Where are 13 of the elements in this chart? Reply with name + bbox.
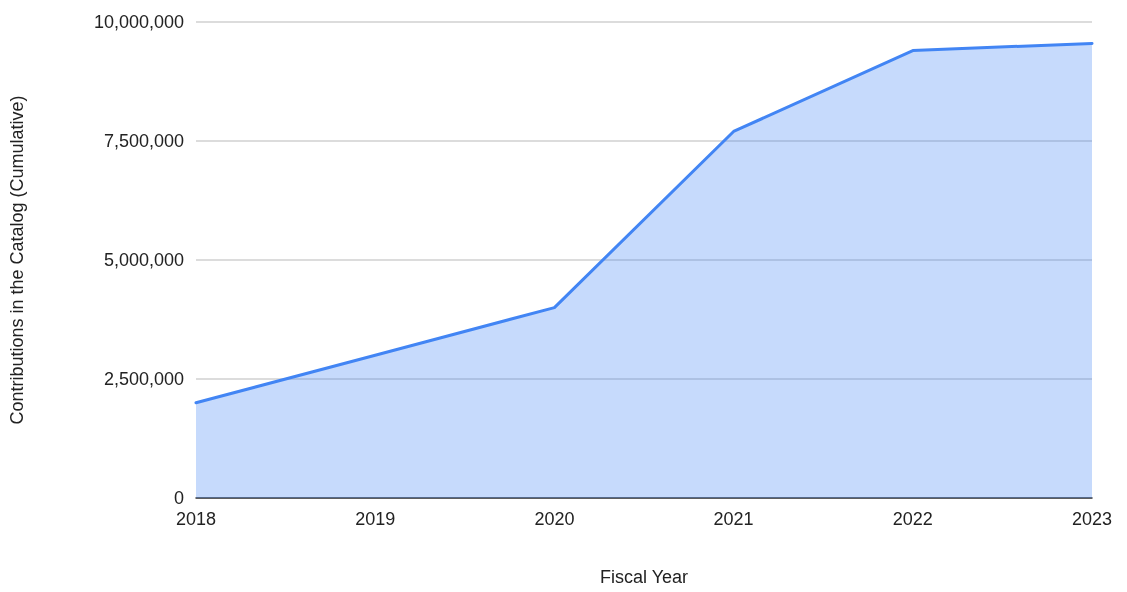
y-tick-label: 5,000,000: [103, 250, 184, 270]
y-axis-title: Contributions in the Catalog (Cumulative): [7, 95, 27, 425]
y-tick-label: 2,500,000: [103, 369, 184, 389]
x-tick-label: 2020: [534, 509, 575, 529]
y-tick-label: 7,500,000: [103, 131, 184, 151]
x-tick-label: 2018: [175, 509, 217, 529]
x-axis-title: Fiscal Year: [599, 567, 689, 587]
x-tick-label: 2022: [892, 509, 933, 529]
x-tick-label: 2019: [355, 509, 396, 529]
x-tick-label: 2023: [1071, 509, 1113, 529]
x-tick-label: 2021: [713, 509, 754, 529]
y-tick-label: 10,000,000: [93, 12, 184, 32]
y-tick-label: 0: [173, 488, 184, 508]
